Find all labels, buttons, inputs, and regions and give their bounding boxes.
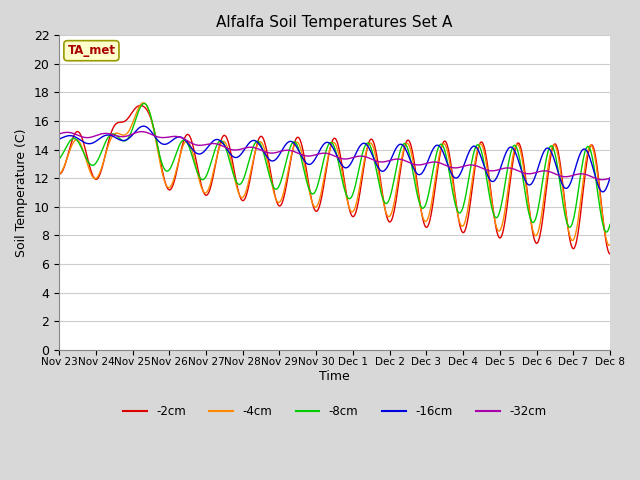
-16cm xyxy=(606,175,614,180)
-2cm xyxy=(178,144,186,150)
X-axis label: Time: Time xyxy=(319,370,350,383)
-4cm xyxy=(240,193,248,199)
Line: -8cm: -8cm xyxy=(59,104,610,232)
-16cm xyxy=(541,147,548,153)
-32cm xyxy=(598,177,606,182)
Title: Alfalfa Soil Temperatures Set A: Alfalfa Soil Temperatures Set A xyxy=(216,15,452,30)
-32cm xyxy=(420,161,428,167)
-4cm xyxy=(492,224,500,229)
-8cm xyxy=(541,164,548,169)
-8cm xyxy=(420,204,428,210)
-2cm xyxy=(164,187,172,192)
-4cm xyxy=(606,242,614,248)
-2cm xyxy=(492,226,500,232)
-4cm xyxy=(541,187,548,193)
-8cm xyxy=(164,168,172,173)
-4cm xyxy=(605,242,613,248)
-2cm xyxy=(136,103,144,108)
-8cm xyxy=(240,176,248,181)
-8cm xyxy=(140,101,148,107)
Text: TA_met: TA_met xyxy=(67,44,115,57)
-32cm xyxy=(164,134,172,140)
-2cm xyxy=(541,198,548,204)
-8cm xyxy=(55,156,63,162)
Line: -2cm: -2cm xyxy=(59,106,610,254)
-4cm xyxy=(178,145,186,151)
-8cm xyxy=(178,138,186,144)
-16cm xyxy=(492,175,500,181)
Line: -32cm: -32cm xyxy=(59,132,610,180)
Line: -4cm: -4cm xyxy=(59,103,610,245)
-2cm xyxy=(420,221,428,227)
-32cm xyxy=(178,135,186,141)
-4cm xyxy=(55,171,63,177)
-2cm xyxy=(240,197,248,203)
Y-axis label: Soil Temperature (C): Soil Temperature (C) xyxy=(15,128,28,257)
-16cm xyxy=(420,167,428,172)
-8cm xyxy=(606,221,614,227)
-2cm xyxy=(55,171,63,177)
-32cm xyxy=(541,168,548,174)
-16cm xyxy=(178,135,186,141)
-8cm xyxy=(492,215,500,221)
-2cm xyxy=(606,251,614,257)
-32cm xyxy=(55,131,63,137)
-32cm xyxy=(240,145,248,151)
-4cm xyxy=(140,100,147,106)
-8cm xyxy=(603,229,611,235)
-16cm xyxy=(599,189,607,195)
-32cm xyxy=(606,175,614,181)
Legend: -2cm, -4cm, -8cm, -16cm, -32cm: -2cm, -4cm, -8cm, -16cm, -32cm xyxy=(118,400,551,422)
-4cm xyxy=(164,185,172,191)
-16cm xyxy=(140,123,147,129)
-32cm xyxy=(138,129,146,134)
-4cm xyxy=(420,218,428,224)
-16cm xyxy=(240,148,248,154)
Line: -16cm: -16cm xyxy=(59,126,610,192)
-32cm xyxy=(492,168,500,173)
-16cm xyxy=(55,136,63,142)
-16cm xyxy=(164,140,172,146)
